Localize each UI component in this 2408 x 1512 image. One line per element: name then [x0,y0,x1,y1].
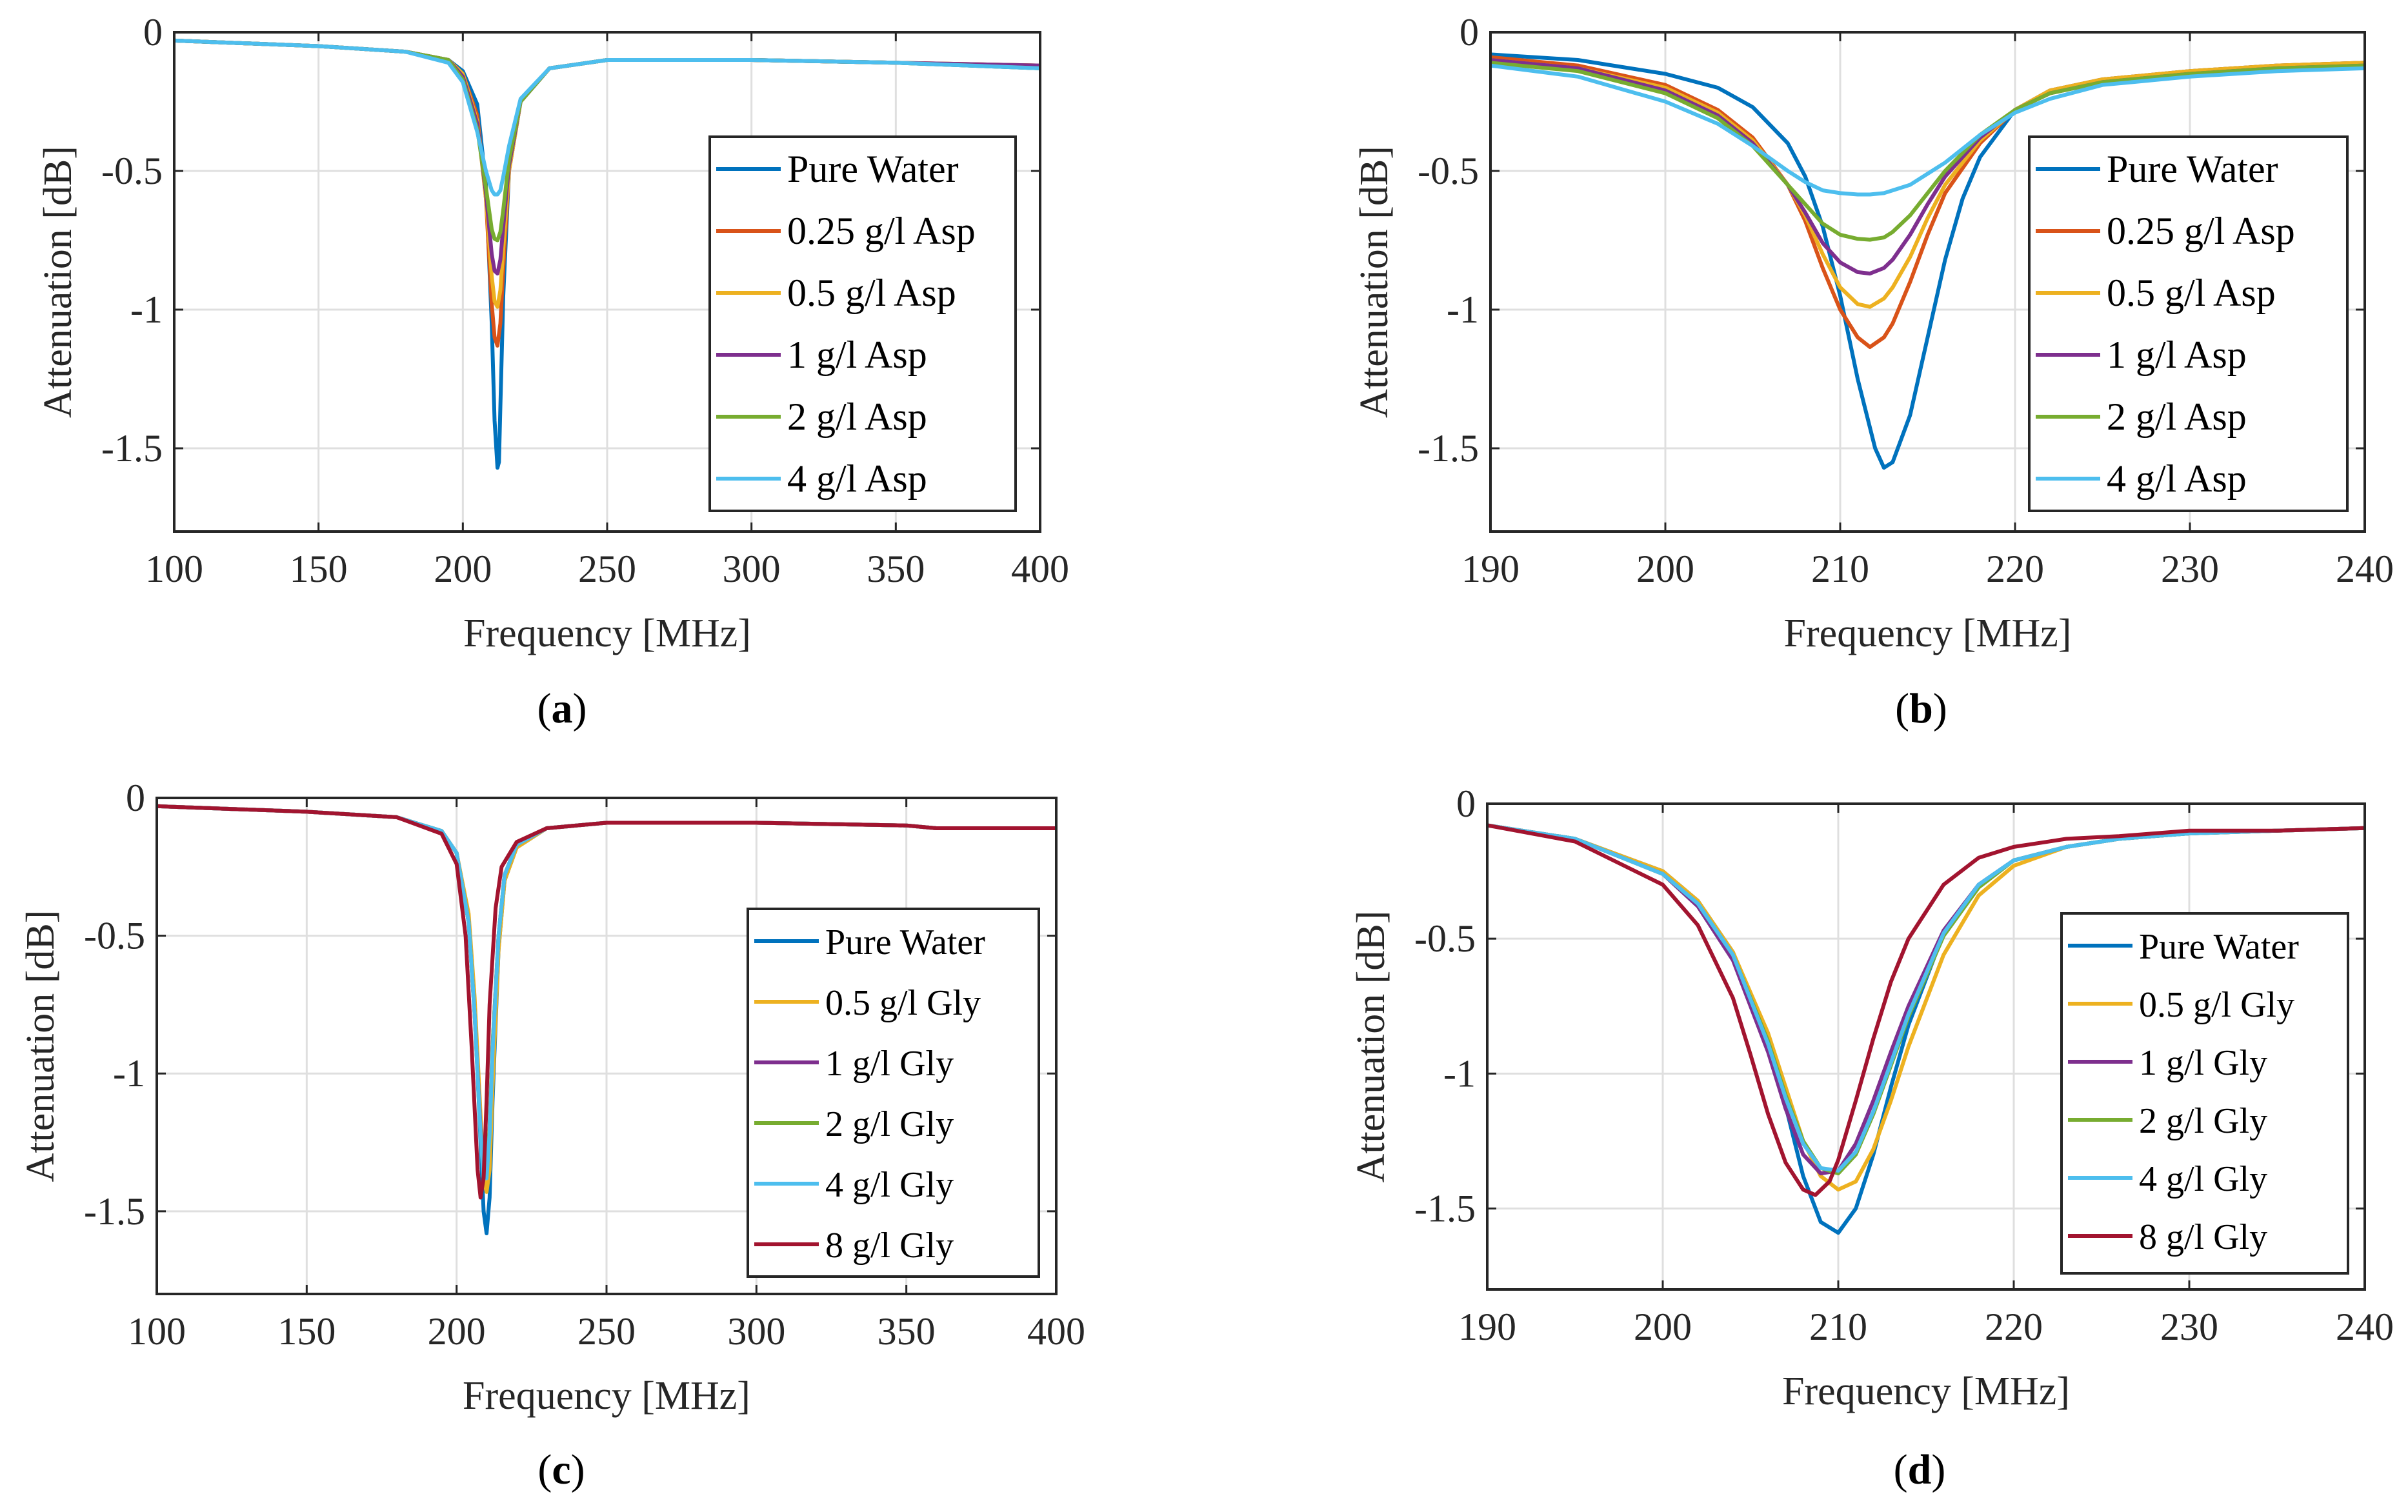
legend-entry: 0.25 g/l Asp [2107,210,2295,252]
x-tick-label: 240 [2336,548,2394,590]
y-tick-label: -1 [113,1052,145,1095]
x-tick-label: 190 [1461,548,1520,590]
axes-box [1489,31,2366,533]
x-tick-label: 200 [1634,1306,1692,1348]
legend-box [2028,135,2349,512]
y-tick-label: -0.5 [1418,150,1479,192]
axes-box [1486,802,2366,1291]
x-tick-label: 250 [578,548,636,590]
y-tick-label: -1 [130,288,163,331]
x-tick-label: 100 [128,1310,186,1353]
y-tick-label: -1.5 [101,427,163,470]
chart-panel-d: 190 200 210 220 230 240 0 -0.5 -1 -1.5 Frequency [… [1349,782,2394,1493]
x-axis-label: Frequency [MHz] [1784,612,2072,655]
legend-entry: 8 g/l Gly [825,1226,954,1266]
y-tick-label: -1.5 [1414,1188,1476,1230]
x-tick-label: 150 [277,1310,336,1353]
y-tick-label: 0 [143,11,163,54]
y-tick-label: -0.5 [1414,917,1476,960]
legend-entry: Pure Water [2107,148,2278,190]
x-tick-label: 200 [1636,548,1694,590]
x-tick-label: 190 [1458,1306,1516,1348]
legend-entry: 1 g/l Gly [2139,1043,2267,1083]
x-axis-label: Frequency [MHz] [463,612,751,655]
legend-entry: 0.5 g/l Asp [787,272,956,314]
panel-caption: (b) [1895,685,1947,732]
legend-entry: 4 g/l Gly [825,1165,954,1205]
y-tick-label: -1.5 [84,1190,145,1233]
legend-box [708,135,1017,512]
legend-entry: Pure Water [787,148,959,190]
legend-entry: 0.5 g/l Gly [2139,985,2294,1025]
legend-entry: 1 g/l Gly [825,1044,954,1084]
legend-entry: 1 g/l Asp [787,333,927,376]
y-tick-label: 0 [1460,11,1479,54]
legend-entry: 4 g/l Asp [2107,457,2247,500]
x-tick-label: 200 [434,548,492,590]
x-tick-label: 400 [1027,1310,1085,1353]
x-tick-label: 350 [867,548,925,590]
legend-entry: Pure Water [825,922,985,962]
x-tick-label: 220 [1985,1306,2043,1348]
y-tick-label: -0.5 [84,915,145,957]
legend-entry: 0.5 g/l Asp [2107,272,2276,314]
y-axis-label: Attenuation [dB] [36,146,80,418]
y-axis-label: Attenuation [dB] [1349,911,1393,1183]
x-tick-label: 240 [2336,1306,2394,1348]
x-tick-label: 300 [723,548,781,590]
y-tick-label: -1 [1443,1052,1476,1095]
x-tick-label: 350 [878,1310,936,1353]
x-tick-label: 250 [577,1310,636,1353]
series-line-5 [1490,63,2365,197]
panel-caption: (c) [537,1446,585,1493]
series-line-5 [1487,823,2365,1197]
x-tick-label: 150 [290,548,348,590]
chart-panel-b: 190 200 210 220 230 240 0 -0.5 -1 -1.5 Frequency [… [1352,11,2394,732]
legend-entry: 2 g/l Asp [2107,395,2247,438]
legend-entry: 4 g/l Asp [787,457,927,500]
legend-box [747,908,1040,1278]
x-tick-label: 400 [1011,548,1069,590]
panel-caption: (a) [537,685,587,732]
x-tick-label: 210 [1809,1306,1867,1348]
y-axis-label: Attenuation [dB] [19,910,63,1182]
x-tick-label: 200 [428,1310,486,1353]
legend-entry: 1 g/l Asp [2107,333,2247,376]
legend-entry: 2 g/l Gly [2139,1101,2267,1141]
x-tick-label: 300 [727,1310,785,1353]
series-line-5 [174,38,1040,197]
y-tick-label: 0 [1456,782,1476,825]
legend-entry: 0.25 g/l Asp [787,210,976,252]
chart-panel-a: 100 150 200 250 300 350 400 0 -0.5 -1 -1.5 Frequenc… [36,11,1069,732]
panel-caption: (d) [1894,1446,1946,1493]
legend-entry: Pure Water [2139,927,2299,967]
x-axis-label: Frequency [MHz] [1782,1369,2070,1413]
x-axis-label: Frequency [MHz] [463,1374,750,1418]
y-tick-label: -1.5 [1418,427,1479,470]
x-tick-label: 230 [2160,1306,2218,1348]
y-tick-label: -1 [1447,288,1479,331]
y-tick-label: -0.5 [101,150,163,192]
y-axis-label: Attenuation [dB] [1352,146,1396,418]
legend-entry: 0.5 g/l Gly [825,983,981,1023]
legend-entry: 8 g/l Gly [2139,1217,2267,1257]
legend-entry: 2 g/l Gly [825,1104,954,1144]
x-tick-label: 210 [1811,548,1869,590]
x-tick-label: 220 [1986,548,2044,590]
legend-entry: 4 g/l Gly [2139,1159,2267,1199]
series-line-2 [1490,58,2365,309]
legend-box [2060,912,2349,1275]
legend-entry: 2 g/l Asp [787,395,927,438]
x-tick-label: 100 [145,548,203,590]
chart-panel-c: 100 150 200 250 300 350 400 0 -0.5 -1 -1.5 Frequenc… [19,777,1085,1493]
x-tick-label: 230 [2161,548,2219,590]
y-tick-label: 0 [126,777,145,819]
series-line-5 [157,804,1056,1200]
series-line-4 [1487,823,2365,1173]
